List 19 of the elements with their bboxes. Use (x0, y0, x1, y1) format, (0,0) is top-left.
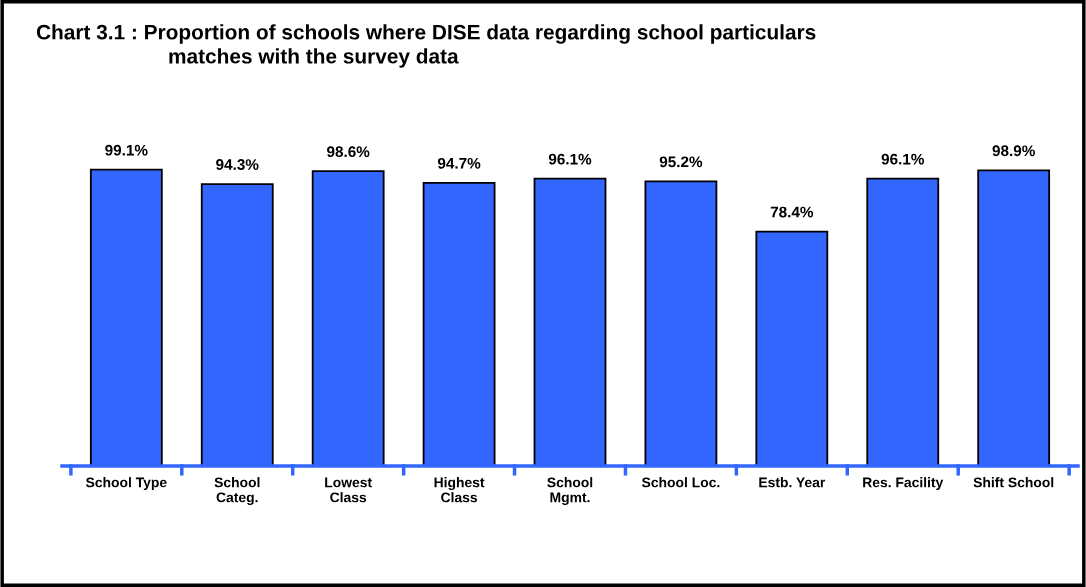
x-tick-label: School Mgmt. (547, 477, 593, 506)
x-tick-label: School Loc. (641, 477, 720, 488)
data-label: 78.4% (770, 206, 814, 218)
chart-title: Chart 3.1 : Proportion of schools where DISE data regarding school particulars matches with the survey data (36, 24, 816, 68)
data-label: 94.3% (216, 159, 259, 170)
data-label: 98.9% (992, 145, 1035, 157)
data-label: 99.1% (105, 144, 148, 156)
data-label: 98.6% (327, 146, 370, 158)
data-label: 96.1% (548, 153, 592, 165)
data-label: 96.1% (881, 153, 925, 165)
x-tick-label: Highest Class (434, 477, 485, 503)
x-tick-label: School Type (85, 477, 167, 491)
x-tick-label: School Categ. (214, 477, 260, 506)
data-label: 94.7% (437, 157, 481, 169)
x-tick-label: Shift School (973, 477, 1054, 488)
x-tick-label: Res. Facility (863, 477, 944, 491)
x-tick-label: Estb. Year (759, 477, 826, 488)
data-label: 95.2% (659, 156, 703, 168)
x-tick-label: Lowest Class (325, 477, 372, 503)
